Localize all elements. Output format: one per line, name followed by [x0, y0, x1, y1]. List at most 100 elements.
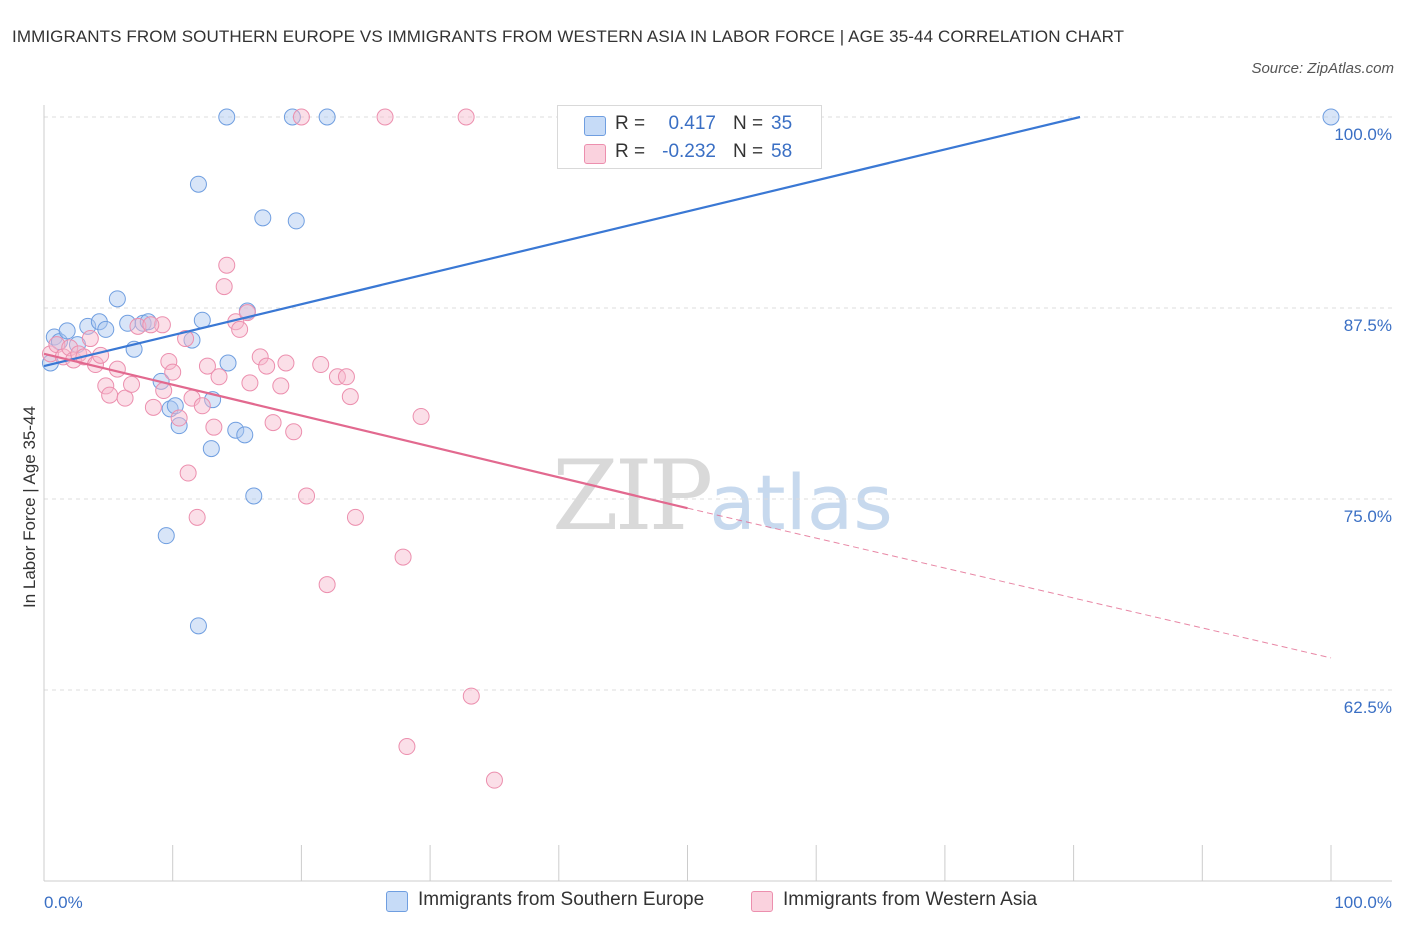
stats-row-western-asia: R = -0.232 N = 58 — [558, 140, 821, 168]
r-label: R = — [615, 141, 646, 162]
n-label: N = — [733, 113, 764, 134]
point-western-asia — [398, 738, 416, 756]
point-western-asia — [485, 771, 503, 789]
point-southern-europe — [97, 320, 115, 338]
point-western-asia — [198, 357, 216, 375]
point-western-asia — [170, 409, 188, 427]
legend-swatch-southern-europe — [386, 891, 408, 912]
chart-title: IMMIGRANTS FROM SOUTHERN EUROPE VS IMMIG… — [12, 27, 1125, 46]
point-southern-europe — [183, 331, 201, 349]
point-western-asia — [164, 363, 182, 381]
point-southern-europe — [227, 421, 245, 439]
point-southern-europe — [318, 108, 336, 126]
x-tick-label: 100.0% — [1334, 893, 1392, 912]
legend-swatch-western-asia — [751, 891, 773, 912]
n-label: N = — [733, 141, 764, 162]
point-southern-europe — [219, 354, 237, 372]
point-western-asia — [298, 487, 316, 505]
stats-row-southern-europe: R = 0.417 N = 35 — [558, 112, 821, 140]
point-southern-europe — [218, 108, 236, 126]
point-western-asia — [160, 352, 178, 370]
point-western-asia — [144, 398, 162, 416]
watermark-atlas: atlas — [709, 458, 893, 547]
stats-swatch-southern-europe — [584, 116, 606, 136]
point-southern-europe — [161, 400, 179, 418]
trendline-southern-europe — [43, 115, 1081, 368]
y-tick-label: 62.5% — [1344, 698, 1392, 717]
legend-label-southern-europe: Immigrants from Southern Europe — [418, 889, 705, 910]
point-southern-europe — [58, 322, 76, 340]
point-western-asia — [188, 508, 206, 526]
r-value: 0.417 — [668, 113, 716, 134]
trendline-western-asia-extension — [687, 507, 1332, 659]
point-western-asia — [215, 278, 233, 296]
point-western-asia — [97, 377, 115, 395]
point-southern-europe — [139, 313, 157, 331]
point-southern-europe — [202, 440, 220, 458]
point-southern-europe — [283, 108, 301, 126]
point-western-asia — [205, 418, 223, 436]
point-western-asia — [277, 354, 295, 372]
y-tick-label: 100.0% — [1334, 125, 1392, 144]
point-western-asia — [258, 357, 276, 375]
y-tick-label: 75.0% — [1344, 507, 1392, 526]
point-southern-europe — [236, 426, 254, 444]
point-western-asia — [116, 389, 134, 407]
source-label: Source: ZipAtlas.com — [1251, 60, 1394, 77]
point-western-asia — [312, 356, 330, 374]
series-southern-europe — [41, 108, 1340, 635]
point-southern-europe — [189, 617, 207, 635]
point-southern-europe — [1322, 108, 1340, 126]
y-tick-label: 87.5% — [1344, 316, 1392, 335]
point-western-asia — [41, 345, 59, 363]
point-western-asia — [376, 108, 394, 126]
r-value: -0.232 — [662, 141, 716, 162]
stats-legend: R = 0.417 N = 35 R = -0.232 N = 58 — [557, 105, 822, 169]
point-western-asia — [328, 368, 346, 386]
point-southern-europe — [108, 290, 126, 308]
point-western-asia — [457, 108, 475, 126]
trendline-western-asia — [43, 352, 688, 510]
point-southern-europe — [245, 487, 263, 505]
point-western-asia — [218, 256, 236, 274]
point-western-asia — [394, 548, 412, 566]
point-western-asia — [346, 508, 364, 526]
point-western-asia — [318, 576, 336, 594]
x-tick-label: 0.0% — [44, 893, 83, 912]
point-western-asia — [337, 368, 355, 386]
y-axis-label: In Labor Force | Age 35-44 — [20, 406, 39, 608]
point-western-asia — [179, 464, 197, 482]
point-western-asia — [272, 377, 290, 395]
point-western-asia — [153, 316, 171, 334]
point-western-asia — [129, 317, 147, 335]
point-western-asia — [142, 316, 160, 334]
n-value: 58 — [771, 141, 793, 162]
point-southern-europe — [189, 175, 207, 193]
point-western-asia — [251, 348, 269, 366]
point-western-asia — [101, 386, 119, 404]
point-western-asia — [341, 388, 359, 406]
point-western-asia — [177, 330, 195, 348]
point-western-asia — [241, 374, 259, 392]
r-label: R = — [615, 113, 646, 134]
point-western-asia — [412, 407, 430, 425]
stats-swatch-western-asia — [584, 144, 606, 164]
point-western-asia — [231, 320, 249, 338]
series-western-asia — [41, 108, 503, 789]
point-western-asia — [193, 397, 211, 415]
point-southern-europe — [254, 209, 272, 227]
watermark: ZIPatlas — [552, 440, 893, 552]
point-western-asia — [123, 375, 141, 393]
point-southern-europe — [119, 314, 137, 332]
point-western-asia — [285, 423, 303, 441]
point-western-asia — [292, 108, 310, 126]
point-western-asia — [264, 414, 282, 432]
legend-label-western-asia: Immigrants from Western Asia — [783, 889, 1038, 910]
n-value: 35 — [771, 113, 793, 134]
point-southern-europe — [287, 212, 305, 230]
point-western-asia — [81, 330, 99, 348]
point-southern-europe — [157, 527, 175, 545]
point-western-asia — [210, 368, 228, 386]
series-legend: Immigrants from Southern Europe Immigran… — [0, 888, 1406, 918]
